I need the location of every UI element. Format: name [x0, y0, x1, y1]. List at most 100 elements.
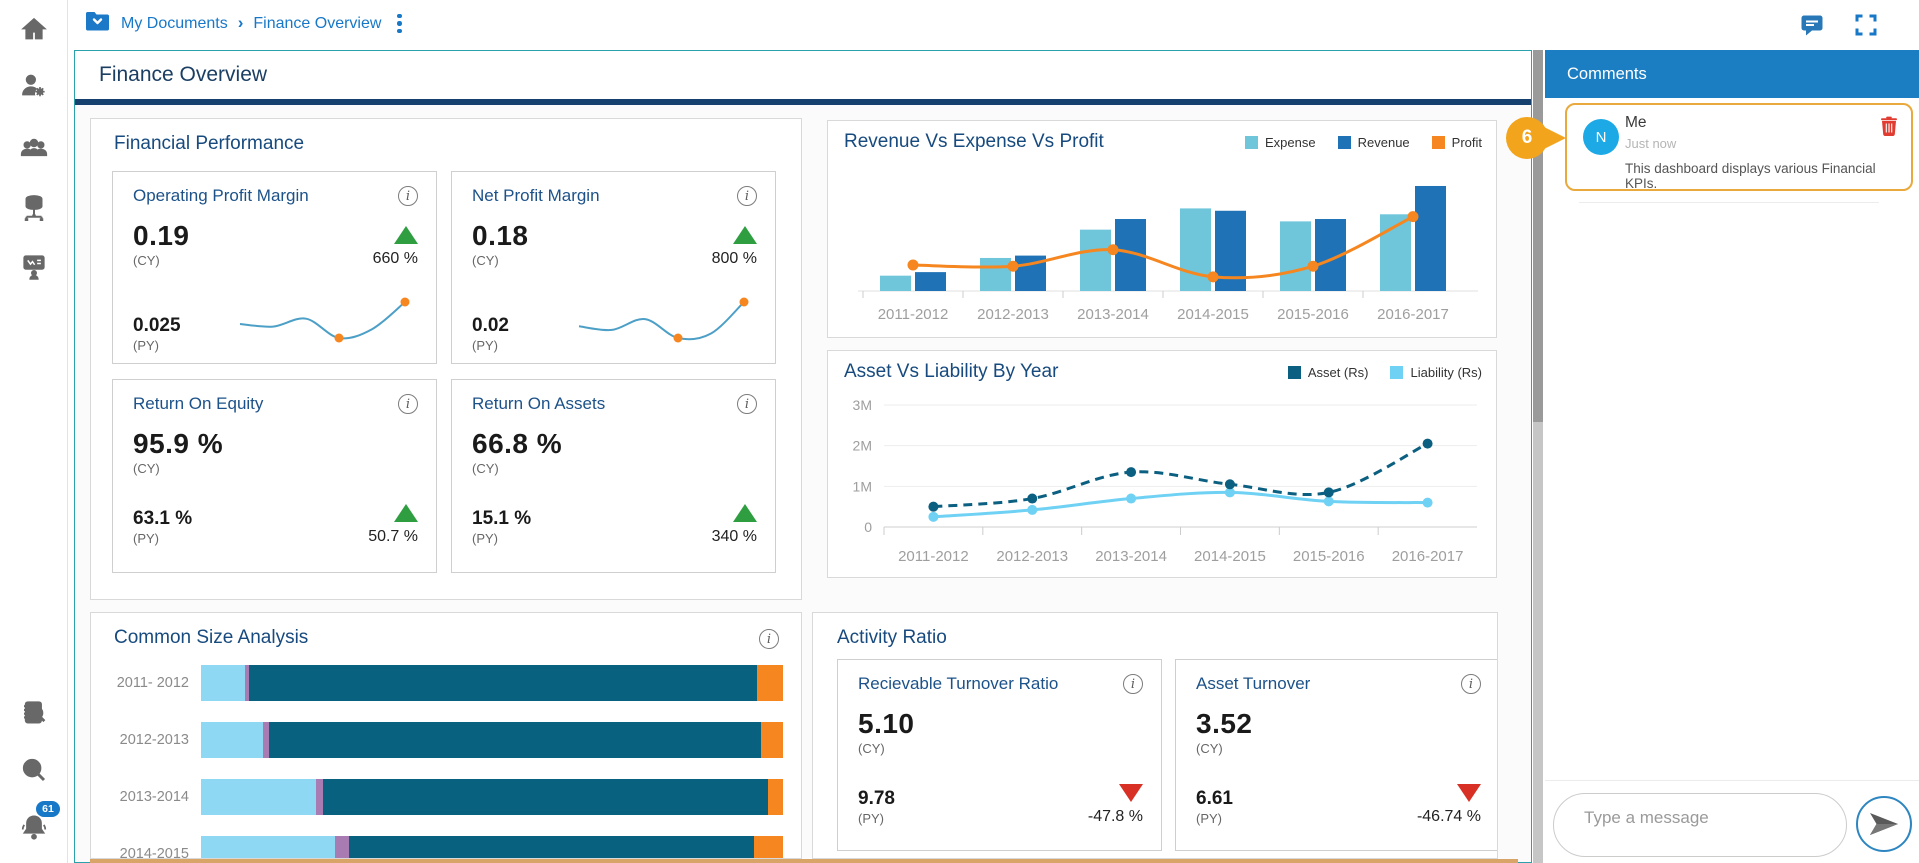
topbar: My Documents › Finance Overview: [68, 0, 1919, 50]
trend-percent: 800 %: [711, 250, 757, 267]
kpi-current-value-block: 0.19 (CY): [133, 220, 190, 268]
comments-panel: Comments N Me Just now This dashboard di…: [1545, 50, 1919, 863]
kpi-info-icon[interactable]: i: [398, 186, 418, 206]
kpi-title: Operating Profit Margin: [133, 186, 309, 205]
kpi-info-icon[interactable]: i: [1123, 674, 1143, 694]
kpi-previous-row: 0.025 (PY): [133, 292, 418, 353]
kpi-cy-value: 5.10: [858, 708, 915, 739]
kpi-sparkline: [228, 292, 418, 353]
main-scrollbar-thumb[interactable]: [1533, 50, 1543, 422]
comments-toggle-icon[interactable]: [1799, 12, 1825, 38]
main-scrollbar[interactable]: [1533, 50, 1543, 863]
asset-chart-plot: 0 1M 2M 3M 2011-2012 2012-2013 2013-2014 2014-2…: [832, 387, 1492, 575]
kpi-current-row: 3.52 (CY): [1196, 708, 1481, 756]
common-size-category-label: 2011- 2012: [116, 675, 189, 691]
kpi-current-row: 0.18 (CY) 800 %: [472, 220, 757, 268]
svg-text:0: 0: [864, 519, 872, 535]
kpi-info-icon[interactable]: i: [737, 186, 757, 206]
delete-comment-icon[interactable]: [1880, 116, 1898, 136]
kpi-previous-row: 63.1 % (PY) 50.7 %: [133, 504, 418, 546]
svg-text:2011-2012: 2011-2012: [878, 306, 949, 323]
common-size-segment: [760, 722, 783, 758]
kpi-card-recievable-turnover-ratio: Recievable Turnover Ratio i 5.10 (CY) 9.78 (P…: [837, 659, 1162, 851]
kpi-trend-block: 50.7 %: [368, 504, 418, 546]
svg-text:2M: 2M: [853, 438, 872, 454]
breadcrumb-kebab-menu-icon[interactable]: [391, 11, 408, 37]
svg-text:2011-2012: 2011-2012: [898, 548, 969, 565]
kpi-trend-block: -46.74 %: [1417, 784, 1481, 826]
svg-text:2016-2017: 2016-2017: [1377, 306, 1449, 323]
common-size-segment: [248, 665, 757, 701]
comment-card[interactable]: N Me Just now This dashboard displays va…: [1565, 103, 1913, 191]
notifications-bell-icon[interactable]: [18, 812, 50, 844]
trend-percent: 50.7 %: [368, 528, 418, 545]
breadcrumb-finance-overview[interactable]: Finance Overview: [253, 14, 382, 32]
comment-text: This dashboard displays various Financia…: [1625, 161, 1876, 191]
breadcrumb-my-documents[interactable]: My Documents: [121, 14, 228, 32]
kpi-title: Recievable Turnover Ratio: [858, 674, 1059, 693]
chart-title-asset-liability: Asset Vs Liability By Year: [844, 361, 1059, 382]
user-settings-icon[interactable]: [18, 70, 50, 102]
trend-percent: 340 %: [711, 528, 757, 545]
kpi-trend-block: 660 %: [373, 226, 418, 268]
svg-text:2013-2014: 2013-2014: [1077, 306, 1149, 323]
kpi-title: Return On Equity: [133, 394, 264, 413]
info-icon-common-size[interactable]: i: [759, 629, 779, 649]
kpi-py-value: 0.02: [472, 315, 509, 336]
kpi-cy-label: (CY): [133, 253, 160, 268]
common-size-analysis-card: Common Size Analysis i 2011- 2012 2012-20…: [90, 612, 802, 859]
kpi-current-value-block: 0.18 (CY): [472, 220, 529, 268]
kpi-info-icon[interactable]: i: [737, 394, 757, 414]
comment-timestamp: Just now: [1625, 136, 1677, 151]
send-icon: [1870, 813, 1898, 835]
database-icon[interactable]: [18, 192, 50, 224]
kpi-card-header: Return On Equity i: [133, 394, 418, 414]
comment-author: Me: [1625, 114, 1647, 131]
page-title: Finance Overview: [99, 63, 268, 86]
users-group-icon[interactable]: [18, 132, 50, 164]
trend-up-icon: [394, 226, 418, 244]
svg-text:2013-2014: 2013-2014: [1095, 548, 1167, 565]
common-size-segment: [201, 779, 316, 815]
folder-icon[interactable]: [84, 10, 111, 37]
kpi-py-label: (PY): [472, 338, 498, 353]
common-size-segment: [201, 665, 245, 701]
kpi-previous-value-block: 0.025 (PY): [133, 315, 181, 353]
comment-marker-6[interactable]: 6: [1506, 117, 1566, 159]
data-search-icon[interactable]: [18, 754, 50, 786]
message-input[interactable]: [1554, 794, 1846, 856]
kpi-info-icon[interactable]: i: [1461, 674, 1481, 694]
trend-percent: -47.8 %: [1087, 808, 1143, 825]
kpi-previous-value-block: 9.78 (PY): [858, 788, 895, 826]
svg-text:2015-2016: 2015-2016: [1293, 548, 1365, 565]
kpi-trend-block: 340 %: [712, 504, 757, 546]
kpi-previous-value-block: 15.1 % (PY): [472, 508, 531, 546]
revenue-expense-profit-card: Revenue Vs Expense Vs Profit Expense Reve…: [827, 120, 1497, 338]
kpi-info-icon[interactable]: i: [398, 394, 418, 414]
home-icon[interactable]: [18, 14, 50, 46]
kpi-current-value-block: 3.52 (CY): [1196, 708, 1253, 756]
kpi-cy-value: 0.18: [472, 220, 529, 251]
trend-up-icon: [733, 504, 757, 522]
kiosk-presenter-icon[interactable]: [18, 250, 50, 282]
kpi-trend-block: 800 %: [712, 226, 757, 268]
common-size-segment: [244, 665, 249, 701]
send-message-button[interactable]: [1856, 796, 1912, 852]
trend-up-icon: [394, 504, 418, 522]
common-size-row: 2012-2013: [115, 722, 783, 758]
kpi-cy-value: 95.9 %: [133, 428, 224, 459]
common-size-row: 2014-2015: [115, 836, 783, 859]
audit-search-icon[interactable]: [18, 697, 50, 729]
common-size-row: 2013-2014: [115, 779, 783, 815]
kpi-card-asset-turnover: Asset Turnover i 3.52 (CY) 6.61 (PY) -46.74 %: [1175, 659, 1497, 851]
fullscreen-icon[interactable]: [1853, 12, 1879, 38]
common-size-category-label: 2012-2013: [119, 732, 189, 748]
kpi-py-label: (PY): [133, 531, 159, 546]
trend-percent: 660 %: [372, 250, 418, 267]
dashboard-titlebar: Finance Overview: [75, 51, 1531, 105]
kpi-cy-label: (CY): [858, 741, 885, 756]
common-size-category-label: 2014-2015: [119, 846, 189, 859]
kpi-current-value-block: 66.8 % (CY): [472, 428, 562, 476]
legend-item-expense: Expense: [1245, 135, 1316, 150]
common-size-chart-plot: 2011- 2012 2012-2013 2013-2014 2014-2015: [115, 665, 783, 859]
